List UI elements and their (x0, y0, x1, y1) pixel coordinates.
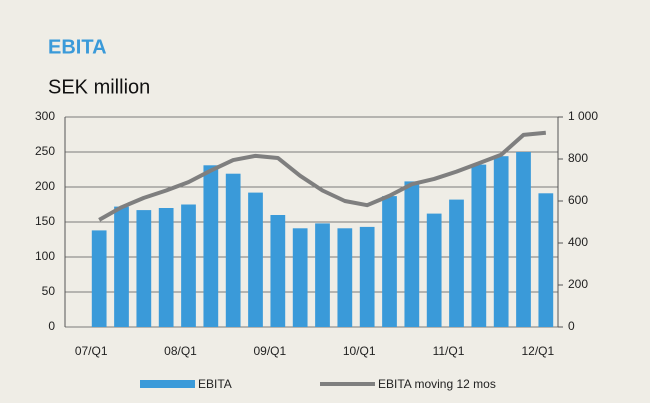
bar (359, 226, 375, 327)
bar (404, 181, 420, 327)
bar (203, 165, 219, 327)
line (98, 130, 547, 222)
chart-title: EBITA (48, 36, 107, 58)
legend-label: EBITA moving 12 mos (378, 377, 496, 391)
y-tick-label: 200 (35, 179, 55, 193)
x-tick-label: 09/Q1 (253, 344, 286, 358)
x-tick-label: 12/Q1 (521, 344, 554, 358)
y-tick-label: 50 (42, 284, 56, 298)
bar (114, 206, 129, 327)
x-tick-label: 11/Q1 (433, 344, 465, 358)
chart-subtitle: SEK million (48, 76, 150, 98)
y2-tick-label: 600 (568, 193, 588, 207)
y2-tick-label: 800 (568, 151, 588, 165)
y2-tick-label: 0 (568, 319, 575, 333)
bar (426, 213, 442, 327)
bar (270, 215, 286, 327)
bar (493, 156, 509, 327)
bar (136, 210, 152, 327)
bar (91, 230, 107, 327)
y2-tick-label: 200 (568, 277, 588, 291)
legend-label: EBITA (198, 377, 232, 391)
bar (449, 199, 464, 327)
bar (538, 193, 554, 327)
bar (248, 192, 263, 327)
bar (292, 228, 308, 327)
bar (181, 204, 196, 327)
y-tick-label: 250 (35, 144, 55, 158)
bar (158, 208, 174, 327)
legend-swatch (140, 380, 195, 388)
bar (315, 223, 330, 327)
bar (471, 164, 487, 327)
y2-tick-label: 400 (568, 235, 588, 249)
bar (337, 228, 353, 327)
y-tick-label: 300 (35, 109, 55, 123)
x-tick-label: 08/Q1 (164, 344, 197, 358)
bar (516, 152, 531, 327)
y-tick-label: 150 (35, 214, 55, 228)
y-tick-label: 100 (35, 249, 55, 263)
bar (382, 196, 397, 327)
x-tick-label: 07/Q1 (75, 344, 108, 358)
y2-tick-label: 1 000 (568, 109, 598, 123)
x-tick-label: 10/Q1 (343, 344, 376, 358)
bar (225, 173, 241, 327)
y-tick-label: 0 (48, 319, 55, 333)
